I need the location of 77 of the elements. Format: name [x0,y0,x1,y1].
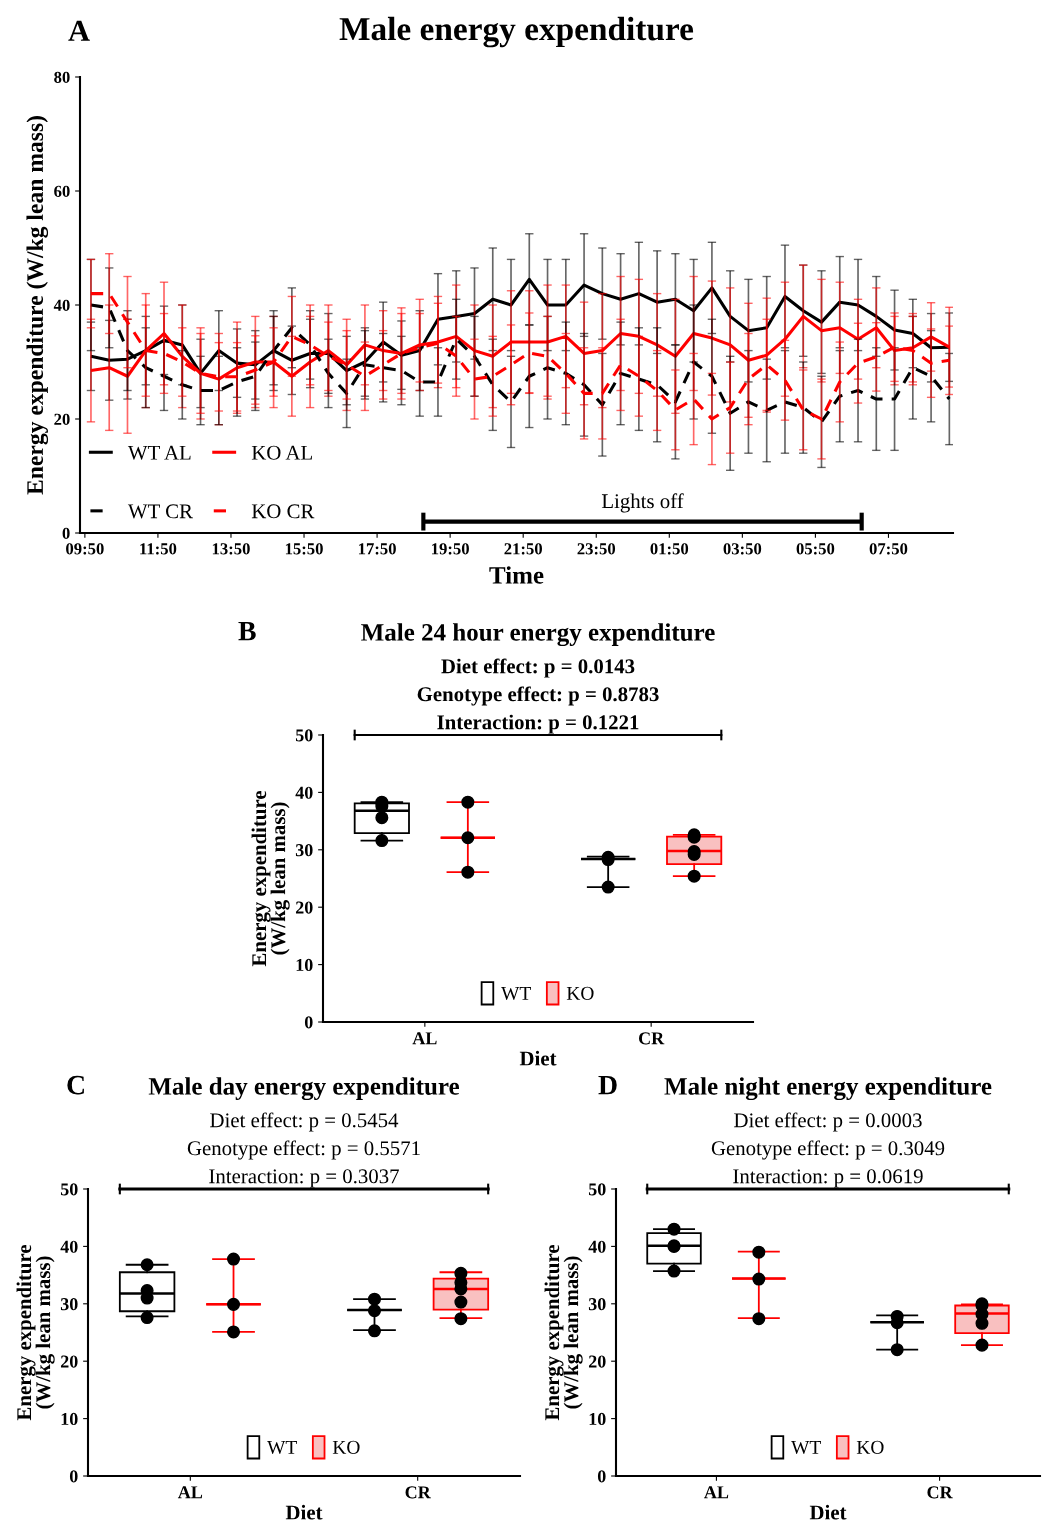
legend-label: KO [856,1440,884,1454]
x-tick-label: 17:50 [358,543,396,555]
legend-label: WT AL [127,445,191,460]
text: Interaction: p = 0.0619 [733,1169,923,1188]
text: Diet effect: p = 0.0143 [441,658,635,678]
x-tick-label: 19:50 [432,543,469,555]
x-tick-label: 05:50 [796,543,835,555]
text: A [68,20,90,41]
y-tick-label: 30 [60,1298,78,1311]
x-tick-label: CR [639,1032,665,1045]
y-tick-label: 10 [589,1412,606,1426]
x-tick-label: 15:50 [285,543,323,555]
x-tick-label: AL [177,1486,203,1499]
text: Genotype effect: p = 0.5571 [187,1140,420,1160]
text: Diet effect: p = 0.0003 [734,1112,922,1132]
text: D [598,1076,617,1095]
x-tick-label: CR [927,1486,953,1499]
y-tick-label: 20 [54,413,70,425]
legend-label: WT [267,1441,297,1455]
text: C [67,1075,84,1095]
x-tick-label: 21:50 [504,543,542,555]
y-axis-title: Energy expenditure (W/kg lean mass) [251,790,290,967]
x-tick-label: 11:50 [140,543,177,555]
text: B [238,622,256,641]
legend-label: WT [501,987,531,1001]
y-tick-label: 30 [295,844,313,857]
y-tick-label: 60 [54,185,70,197]
y-axis-title: Energy expenditure (W/kg lean mass) [16,1244,55,1421]
x-tick-label: 01:50 [650,543,689,555]
chart-title: Male night energy expenditure [664,1077,992,1101]
legend-label: KO CR [251,504,315,519]
legend-label: KO AL [251,445,312,460]
y-axis-title: Energy expenditure (W/kg lean mass) [26,116,49,495]
y-tick-label: 20 [588,1355,606,1368]
y-tick-label: 0 [62,527,70,539]
y-tick-label: 40 [295,786,313,799]
legend-label: KO [566,986,594,1000]
x-axis-title: Diet [285,1504,323,1520]
text: Interaction: p = 0.1221 [437,714,639,734]
y-tick-label: 50 [60,1183,78,1196]
y-tick-label: 0 [69,1470,78,1483]
text: Diet effect: p = 0.5454 [210,1112,399,1132]
text: Genotype effect: p = 0.8783 [417,686,659,706]
x-axis-title: Diet [809,1504,847,1520]
chart-title: Male 24 hour energy expenditure [361,623,715,647]
y-tick-label: 10 [61,1412,78,1426]
y-tick-label: 20 [295,901,313,914]
y-tick-label: 10 [296,958,313,972]
legend-label: WT [791,1441,821,1455]
y-tick-label: 20 [60,1355,78,1368]
legend-label: KO [332,1440,360,1454]
x-tick-label: AL [412,1032,437,1045]
x-tick-label: CR [405,1486,431,1499]
y-tick-label: 50 [295,729,313,742]
y-axis-title: Energy expenditure (W/kg lean mass) [544,1244,583,1421]
text: Genotype effect: p = 0.3049 [711,1140,945,1160]
x-axis-title: Diet [519,1050,557,1066]
x-tick-label: 23:50 [577,543,616,555]
y-tick-label: 40 [588,1240,606,1253]
y-tick-label: 40 [60,1240,78,1253]
text: Interaction: p = 0.3037 [209,1169,399,1188]
y-tick-label: 80 [54,71,70,83]
y-tick-label: 30 [588,1298,606,1311]
y-tick-label: 40 [53,299,70,311]
x-tick-label: 09:50 [66,543,104,555]
y-tick-label: 50 [588,1183,606,1196]
x-tick-label: 03:50 [723,543,762,555]
y-tick-label: 0 [597,1470,606,1483]
chart-title: Male day energy expenditure [148,1077,460,1101]
x-tick-label: AL [704,1486,729,1499]
x-tick-label: 13:50 [212,543,250,555]
legend-label: WT CR [127,504,193,519]
x-axis-title: Time [489,566,544,584]
chart-title: Male energy expenditure [339,16,694,48]
annotation: Lights off [601,493,684,513]
x-tick-label: 07:50 [869,543,908,555]
y-tick-label: 0 [304,1016,313,1029]
